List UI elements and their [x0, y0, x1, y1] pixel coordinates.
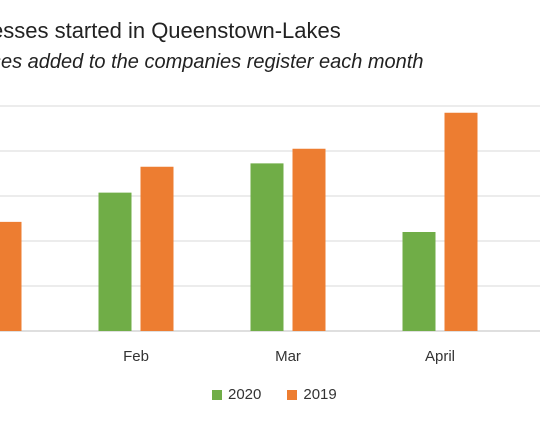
legend-item-2020: 2020: [212, 386, 261, 403]
chart-subtitle: ses added to the companies register each…: [0, 51, 424, 73]
legend-label-2019: 2019: [303, 386, 337, 403]
bar-2020-Mar: [250, 163, 284, 331]
bar-2019-April: [444, 112, 478, 331]
legend-swatch-2020: [212, 389, 222, 400]
bar-2020-Feb: [98, 192, 132, 331]
bar-2019-Feb: [140, 166, 174, 331]
bar-2020-April: [402, 232, 436, 331]
x-tick-label: Feb: [123, 348, 149, 365]
bar-2019-partial: [0, 221, 22, 331]
legend-label-2020: 2020: [228, 386, 262, 403]
legend-item-2019: 2019: [287, 386, 337, 403]
legend: 2020 2019: [212, 386, 337, 403]
x-tick-label: Mar: [275, 348, 301, 365]
chart-title: esses started in Queenstown-Lakes: [0, 18, 341, 43]
legend-swatch-2019: [287, 389, 298, 400]
bar-2019-Mar: [292, 148, 326, 331]
x-tick-label: April: [425, 348, 455, 365]
